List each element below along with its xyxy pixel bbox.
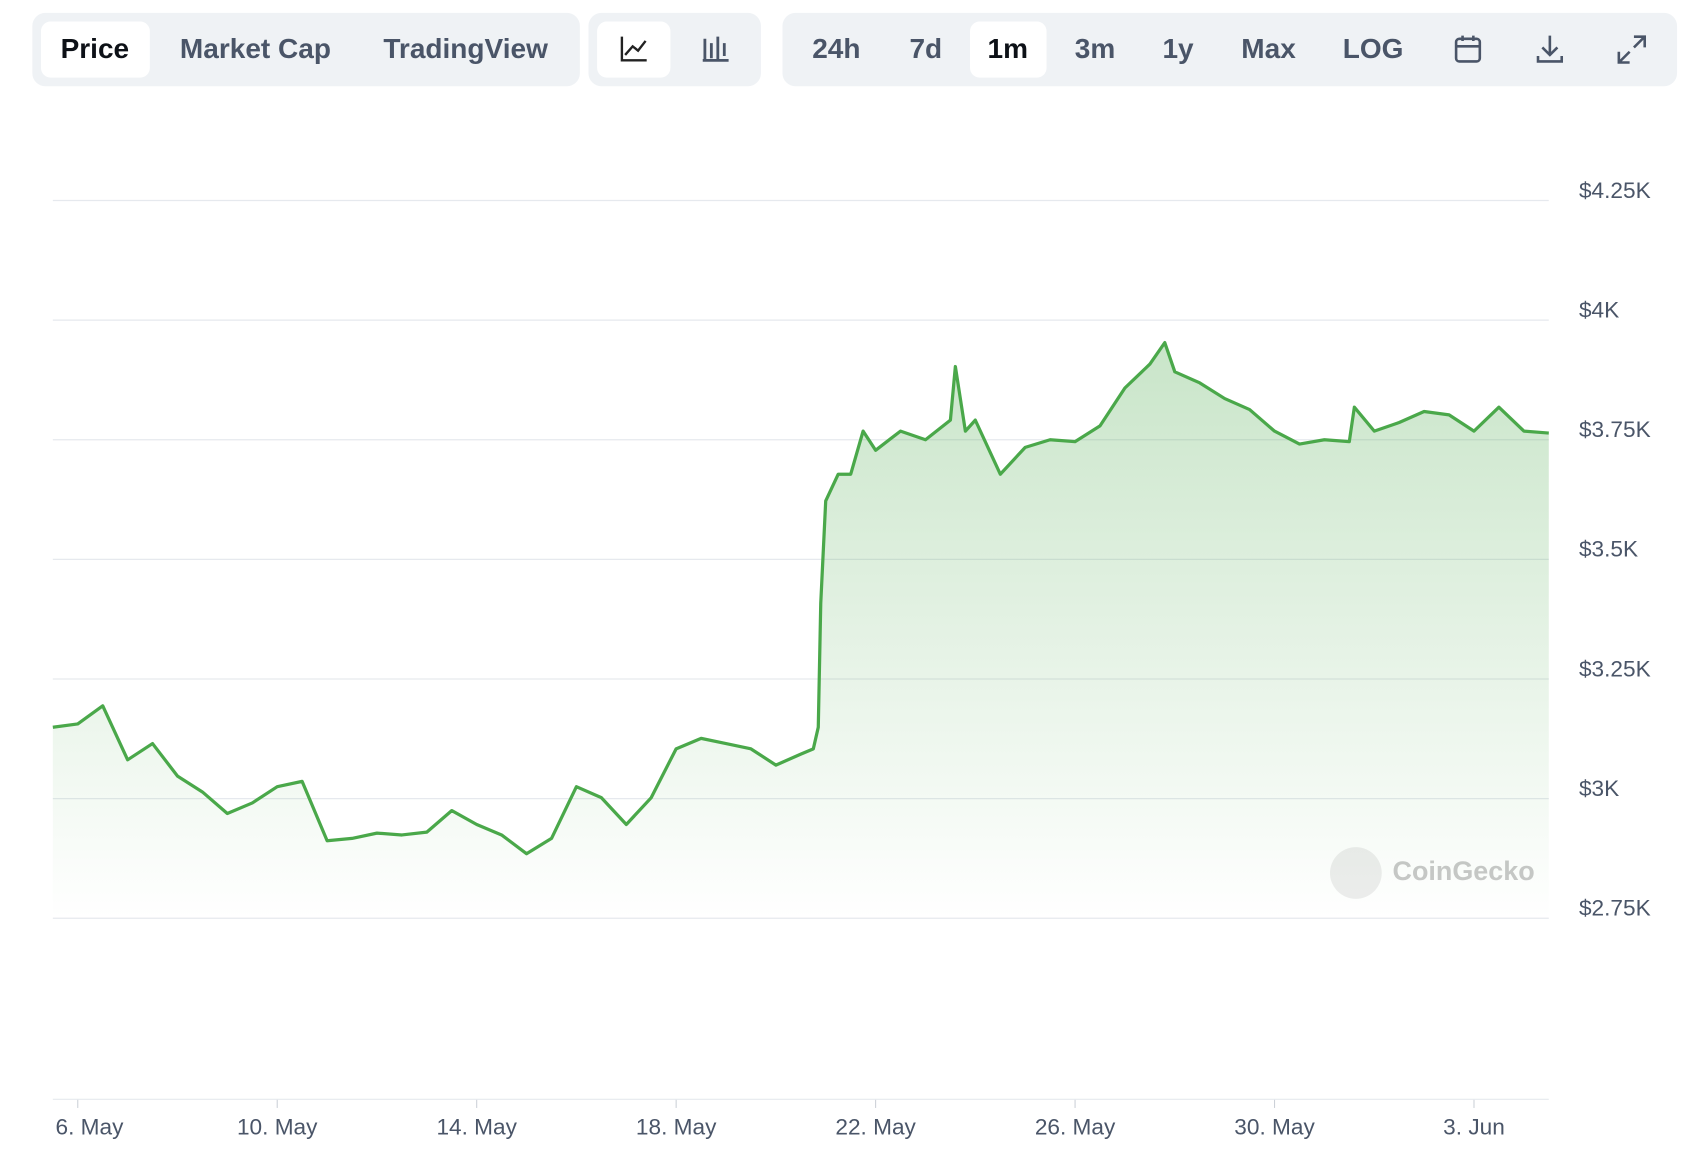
- range-button[interactable]: 1y: [1162, 33, 1194, 64]
- y-tick-label: $4.25K: [1579, 178, 1651, 203]
- download-icon[interactable]: [1536, 35, 1564, 63]
- x-tick-label: 22. May: [835, 1114, 916, 1139]
- y-tick-label: $3.25K: [1579, 656, 1651, 681]
- x-tick-label: 14. May: [436, 1114, 517, 1139]
- y-tick-label: $2.75K: [1579, 896, 1651, 921]
- y-tick-label: $3.75K: [1579, 417, 1651, 442]
- range-button[interactable]: 7d: [909, 33, 942, 64]
- range-button[interactable]: Max: [1241, 33, 1296, 64]
- range-button[interactable]: 3m: [1075, 33, 1116, 64]
- range-button[interactable]: LOG: [1343, 33, 1404, 64]
- x-tick-label: 6. May: [56, 1114, 125, 1139]
- range-button[interactable]: 1m: [987, 33, 1028, 64]
- tab-group: [32, 12, 580, 87]
- x-tick-label: 30. May: [1234, 1114, 1315, 1139]
- tab-button[interactable]: Market Cap: [180, 33, 331, 64]
- area: [52, 342, 1549, 919]
- x-tick-label: 3. Jun: [1443, 1114, 1505, 1139]
- tab-button[interactable]: Price: [61, 33, 130, 64]
- line-chart-button[interactable]: [597, 21, 671, 78]
- active-tab-bg: [40, 21, 150, 78]
- fullscreen-icon[interactable]: [1617, 35, 1647, 64]
- toolbar: Price Market Cap TradingView 24h 7d 1m 3m 1y Max…: [32, 12, 1678, 87]
- line-icon: [620, 36, 647, 62]
- calendar-icon[interactable]: [1454, 37, 1482, 63]
- y-tick-label: $4K: [1579, 297, 1619, 322]
- range-button[interactable]: 24h: [812, 33, 860, 64]
- chart: $2.75K $3K $3.25K $3.5K $3.75K $4K $4.25K 6. Ma…: [52, 178, 1651, 1139]
- tab-button[interactable]: TradingView: [383, 33, 548, 64]
- x-tick-label: 18. May: [636, 1114, 717, 1139]
- y-tick-label: $3K: [1579, 776, 1619, 801]
- x-tick-label: 10. May: [237, 1114, 318, 1139]
- y-tick-label: $3.5K: [1579, 537, 1638, 562]
- active-range-bg: [970, 21, 1047, 78]
- x-tick-label: 26. May: [1035, 1114, 1116, 1139]
- price-line: [52, 341, 1549, 856]
- candle-icon[interactable]: [702, 36, 729, 62]
